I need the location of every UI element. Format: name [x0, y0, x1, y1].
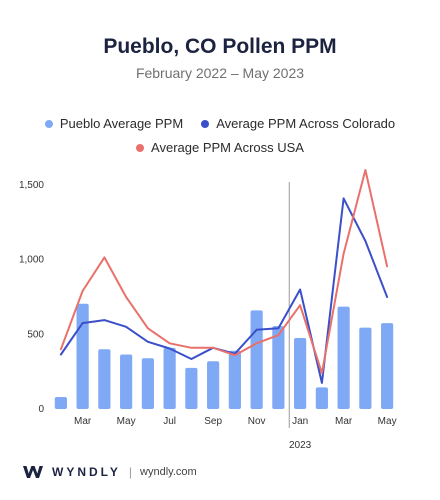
bar — [250, 310, 263, 409]
legend-row-1: Pueblo Average PPM Average PPM Across Co… — [0, 116, 440, 131]
bar — [294, 338, 307, 409]
year-label: 2023 — [289, 440, 312, 451]
legend-item-pueblo[interactable]: Pueblo Average PPM — [44, 116, 184, 131]
bar — [76, 303, 89, 409]
bar — [381, 323, 394, 409]
brand-name: WYNDLY — [52, 465, 121, 479]
x-tick-label: May — [117, 416, 136, 427]
x-tick-label: Mar — [74, 416, 92, 427]
chart-subtitle: February 2022 – May 2023 — [135, 65, 305, 81]
chart-title: Pueblo, CO Pollen PPM — [103, 35, 337, 58]
legend-dot-pueblo — [44, 119, 53, 128]
footer: WYNDLY | wyndly.com — [22, 464, 197, 480]
bar — [272, 326, 285, 409]
bar — [98, 349, 111, 409]
bar — [315, 387, 328, 409]
bar — [120, 354, 133, 409]
x-tick-label: Sep — [204, 416, 222, 427]
bar — [228, 350, 241, 409]
bar — [54, 397, 67, 409]
series-line — [59, 169, 389, 375]
bar — [359, 327, 372, 409]
legend-label-usa: Average PPM Across USA — [151, 140, 304, 155]
wyndly-logo-icon — [23, 466, 43, 478]
legend-dot-colorado — [201, 119, 210, 128]
legend-label-pueblo: Pueblo Average PPM — [59, 116, 184, 131]
y-tick-label: 1,000 — [19, 255, 44, 266]
legend-item-usa[interactable]: Average PPM Across USA — [136, 140, 304, 155]
pollen-chart: 0 500 1,000 1,500 Mar May Jul Sep Nov Jan Mar May 20… — [19, 169, 397, 451]
x-tick-label: Jan — [292, 416, 308, 427]
bar — [207, 361, 220, 409]
bar — [337, 306, 350, 409]
footer-separator: | — [128, 465, 133, 479]
x-tick-label: Mar — [335, 416, 353, 427]
legend-dot-usa — [136, 143, 145, 152]
website-link[interactable]: wyndly.com — [140, 466, 197, 478]
y-tick-label: 1,500 — [19, 180, 44, 191]
bar — [163, 347, 176, 409]
y-tick-label: 0 — [38, 404, 44, 415]
legend-label-colorado: Average PPM Across Colorado — [216, 116, 396, 131]
x-tick-label: May — [378, 416, 397, 427]
bar — [141, 358, 154, 409]
legend-item-colorado[interactable]: Average PPM Across Colorado — [201, 116, 395, 131]
x-tick-label: Nov — [248, 416, 266, 427]
y-tick-label: 500 — [27, 329, 44, 340]
bar — [185, 367, 198, 409]
legend-row-2: Average PPM Across USA — [0, 140, 440, 155]
x-tick-label: Jul — [163, 416, 176, 427]
